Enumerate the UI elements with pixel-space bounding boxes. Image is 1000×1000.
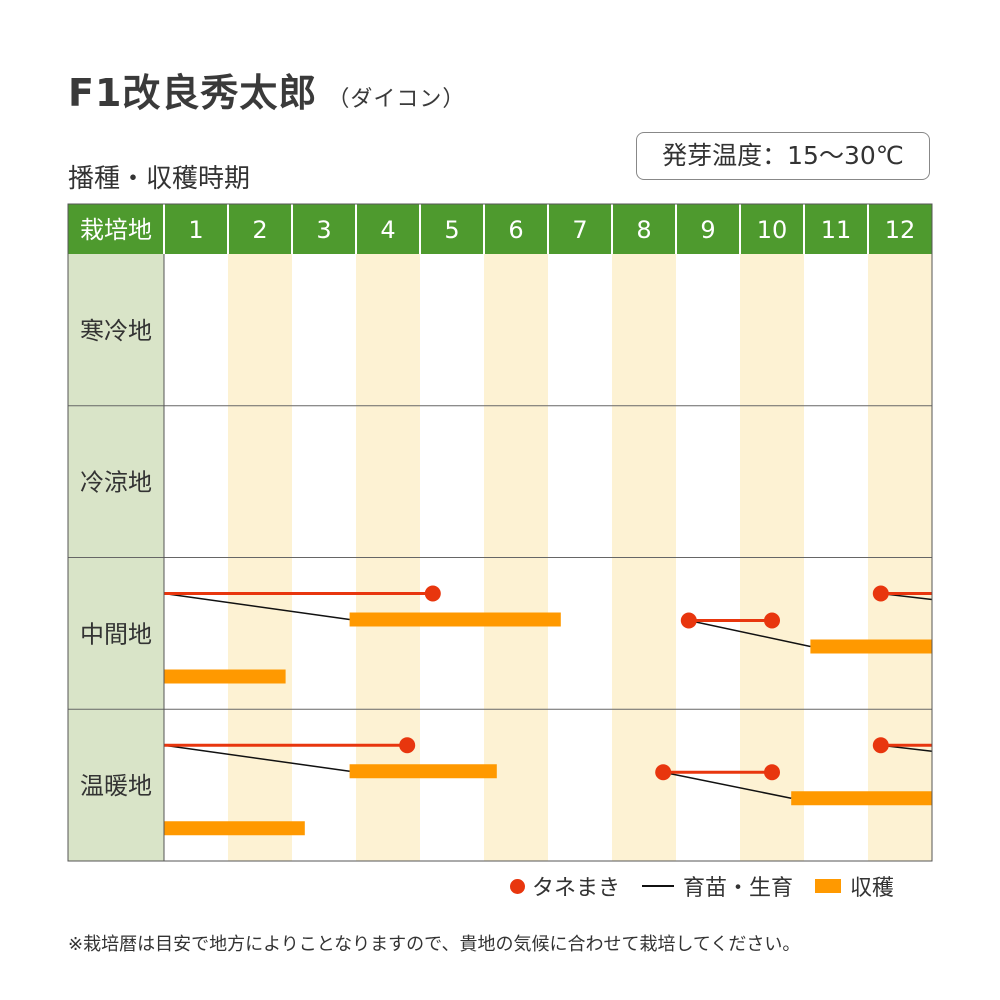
growing-line [163, 592, 350, 621]
harvest-bar [791, 791, 932, 806]
harvest-bar [349, 612, 561, 627]
sowing-dot [655, 764, 672, 781]
legend-growing: 育苗・生育 [642, 870, 793, 902]
sowing-dot [764, 612, 780, 629]
harvest-bar [810, 639, 932, 654]
month-label: 5 [444, 216, 459, 244]
month-label: 1 [188, 216, 203, 244]
month-label: 2 [252, 216, 267, 244]
footnote: ※栽培暦は目安で地方によりことなりますので、貴地の気候に合わせて栽培してください… [68, 934, 801, 955]
month-label: 10 [757, 216, 788, 244]
region-label: 温暖地 [80, 772, 152, 800]
harvest-bar [164, 669, 286, 684]
month-label: 11 [821, 216, 852, 244]
region-label: 冷涼地 [80, 469, 152, 497]
month-label: 8 [636, 216, 651, 244]
growing-line-icon [642, 885, 675, 887]
legend-harvest: 収穫 [815, 870, 894, 902]
month-label: 3 [316, 216, 331, 244]
legend-growing-label: 育苗・生育 [683, 876, 794, 901]
sowing-dot-icon [510, 878, 525, 894]
page-title: F1改良秀太郎 （ダイコン） [68, 62, 465, 117]
harvest-bar [349, 764, 497, 779]
chart-border [67, 203, 933, 862]
legend: タネまき 育苗・生育 収穫 [510, 870, 894, 902]
region-label: 中間地 [80, 620, 152, 648]
growing-line [663, 771, 792, 799]
growing-line [688, 619, 811, 648]
sowing-dot [872, 737, 889, 754]
legend-sowing: タネまき [510, 870, 620, 902]
harvest-bar-icon [815, 879, 842, 893]
chart-subtitle: 播種・収穫時期 [68, 164, 251, 194]
germination-temp-badge: 発芽温度：15～30℃ [636, 132, 930, 180]
harvest-bar [164, 821, 305, 836]
month-label: 4 [380, 216, 395, 244]
header-band [68, 204, 932, 254]
sowing-dot [424, 585, 441, 602]
sowing-dot [764, 764, 780, 781]
sowing-dot [872, 585, 889, 602]
legend-harvest-label: 収穫 [850, 876, 895, 901]
month-label: 6 [508, 216, 523, 244]
month-label: 12 [885, 216, 916, 244]
sowing-dot [399, 737, 416, 754]
sowing-dot [680, 612, 697, 629]
region-label: 寒冷地 [80, 317, 152, 345]
header-region-label: 栽培地 [80, 216, 152, 244]
growing-line [163, 744, 350, 772]
month-label: 9 [700, 216, 715, 244]
title-sub-text: （ダイコン） [327, 87, 466, 112]
legend-sowing-label: タネまき [532, 876, 621, 901]
month-label: 7 [572, 216, 587, 244]
title-main-text: F1改良秀太郎 [68, 71, 318, 115]
